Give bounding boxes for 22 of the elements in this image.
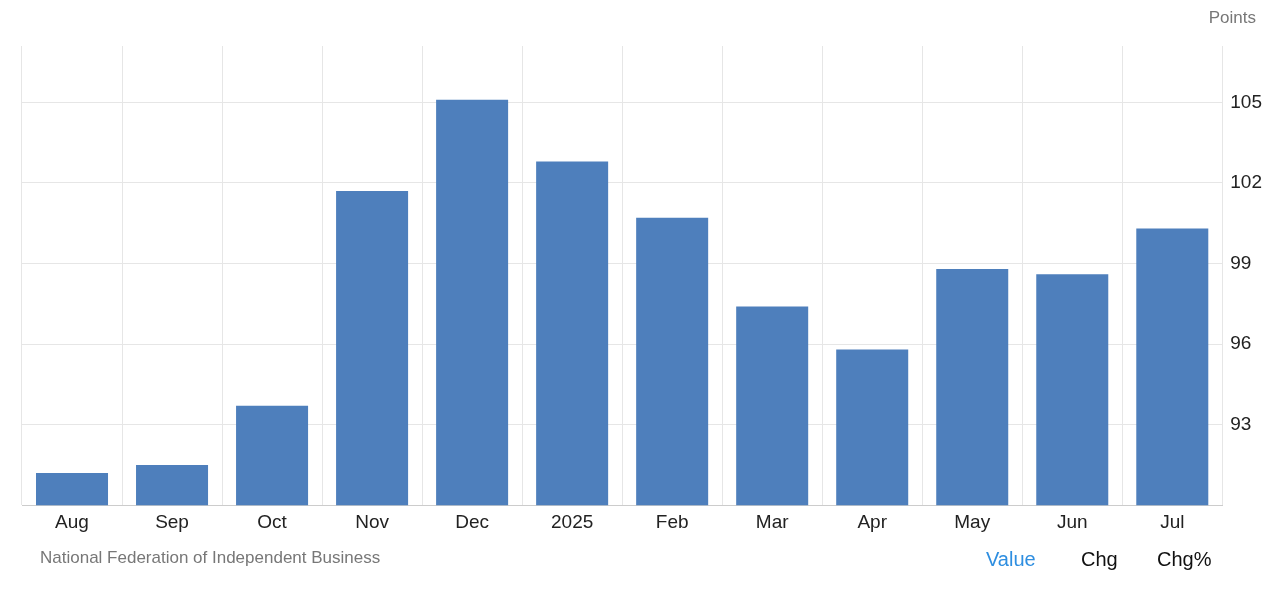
x-tick-label: Nov [355, 510, 390, 532]
y-tick-label: 93 [1230, 412, 1252, 434]
x-tick-label: Aug [55, 510, 89, 532]
x-tick-label: Mar [755, 510, 790, 532]
x-tick-label: Jul [1160, 510, 1185, 532]
y-axis-title: Points [1208, 8, 1256, 28]
text: Chg [1081, 548, 1118, 571]
text: National Federation of Independent Business [40, 548, 381, 568]
x-tick-label: May [954, 510, 991, 532]
y-tick-label: 99 [1230, 251, 1252, 273]
y-tick-label: 105 [1230, 90, 1262, 112]
text: Chg% [1157, 548, 1212, 571]
x-tick-label: Apr [857, 510, 888, 532]
y-tick-label: 96 [1230, 332, 1252, 354]
y-tick-label: 102 [1230, 171, 1262, 193]
x-tick-label: 2025 [551, 510, 594, 532]
x-tick-label: Sep [155, 510, 189, 532]
text: Value [986, 548, 1036, 571]
x-tick-label: Feb [655, 510, 689, 532]
x-tick-label: Jun [1056, 510, 1088, 532]
x-tick-label: Oct [257, 510, 288, 532]
x-tick-label: Dec [455, 510, 490, 532]
